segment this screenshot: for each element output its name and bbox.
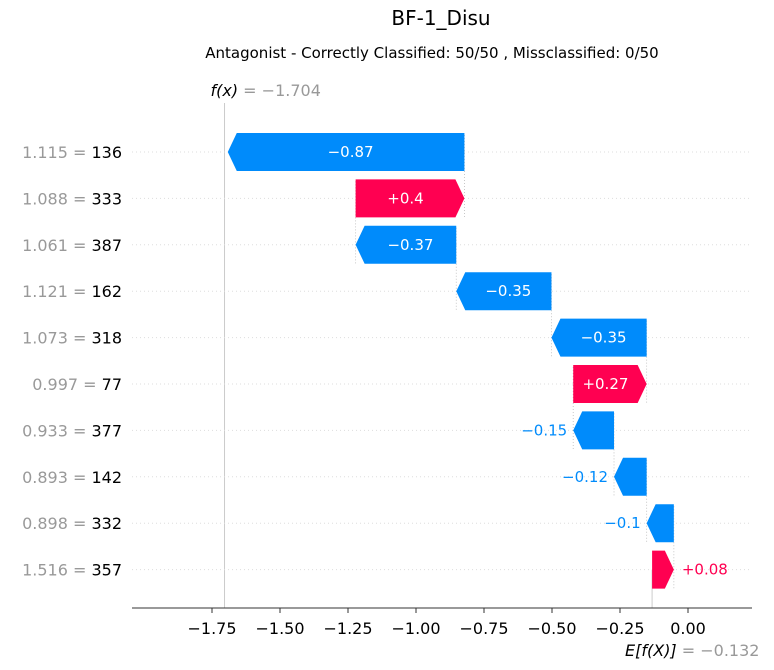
feature-name: 357: [91, 561, 122, 580]
chart-subtitle: Antagonist - Correctly Classified: 50/50…: [205, 44, 658, 62]
feature-label-142: 0.893 = 142: [22, 468, 122, 487]
feature-name: 136: [91, 143, 122, 162]
feature-value: 1.121 =: [22, 282, 91, 301]
feature-value: 1.061 =: [22, 236, 91, 255]
feature-value: 0.933 =: [22, 421, 91, 440]
efx-annotation: E[f(X)] = −0.132: [625, 641, 759, 660]
bar-value-label-77: +0.27: [582, 375, 628, 393]
feature-value: 1.073 =: [22, 329, 91, 348]
x-axis: −1.75 −1.50 −1.25 −1.00 −0.75 −0.50 −0.25 0.00 f…: [132, 81, 759, 660]
bar-value-label-333: +0.4: [387, 189, 423, 207]
shap-bar-162: [456, 272, 552, 311]
feature-value: 1.516 =: [22, 561, 91, 580]
bar-value-label-136: −0.87: [328, 143, 374, 161]
feature-name: 77: [102, 375, 122, 394]
feature-name: 333: [91, 189, 122, 208]
x-tick-label: −1.50: [255, 619, 304, 638]
bar-value-label-377: −0.15: [521, 421, 567, 439]
shap-bar-357: [652, 550, 674, 589]
bar-value-label-142: −0.12: [562, 468, 608, 486]
x-tick-label: −0.25: [595, 619, 644, 638]
bar-value-label-387: −0.37: [387, 236, 433, 254]
feature-label-136: 1.115 = 136: [22, 143, 122, 162]
fx-annotation: f(x) = −1.704: [211, 81, 321, 100]
feature-value: 0.898 =: [22, 514, 91, 533]
feature-labels: 1.115 = 136 1.088 = 333 1.061 = 387 1.121 =…: [22, 143, 122, 580]
feature-name: 162: [91, 282, 122, 301]
feature-label-377: 0.933 = 377: [22, 421, 122, 440]
shap-bar-77: [573, 365, 647, 403]
feature-label-387: 1.061 = 387: [22, 236, 122, 255]
x-tick-label: −1.25: [323, 619, 372, 638]
feature-value: 1.088 =: [22, 189, 91, 208]
feature-label-333: 1.088 = 333: [22, 189, 122, 208]
feature-name: 332: [91, 514, 122, 533]
x-tick-label: −0.50: [527, 619, 576, 638]
bar-value-label-332: −0.1: [604, 514, 640, 532]
feature-name: 377: [91, 421, 122, 440]
shap-bar-318: [551, 318, 647, 357]
x-tick-label: −1.00: [391, 619, 440, 638]
x-tick-label: −0.75: [459, 619, 508, 638]
feature-name: 387: [91, 236, 122, 255]
bar-value-label-162: −0.35: [485, 282, 531, 300]
shap-bar-333: [355, 179, 465, 218]
feature-label-332: 0.898 = 332: [22, 514, 122, 533]
feature-label-318: 1.073 = 318: [22, 329, 122, 348]
feature-label-357: 1.516 = 357: [22, 561, 122, 580]
bar-value-label-318: −0.35: [581, 329, 627, 347]
chart-title: BF-1_Disu: [391, 6, 490, 30]
bar-value-label-357: +0.08: [682, 561, 728, 579]
feature-name: 318: [91, 329, 122, 348]
shap-bar-377: [573, 411, 615, 450]
feature-value: 0.997 =: [32, 375, 101, 394]
feature-value: 0.893 =: [22, 468, 91, 487]
x-tick-label: −1.75: [187, 619, 236, 638]
shap-bar-387: [355, 225, 457, 264]
shap-bar-332: [646, 504, 674, 543]
shap-bar-136: [227, 133, 465, 171]
x-tick-label: 0.00: [670, 619, 706, 638]
shap-bar-142: [614, 457, 647, 496]
feature-label-162: 1.121 = 162: [22, 282, 122, 301]
feature-label-77: 0.997 = 77: [32, 375, 122, 394]
bars: −0.87 +0.4 −0.37 −0.35 −0.35 +0.27 −0.15 −0.12 −…: [227, 133, 728, 589]
feature-name: 142: [91, 468, 122, 487]
feature-value: 1.115 =: [22, 143, 91, 162]
